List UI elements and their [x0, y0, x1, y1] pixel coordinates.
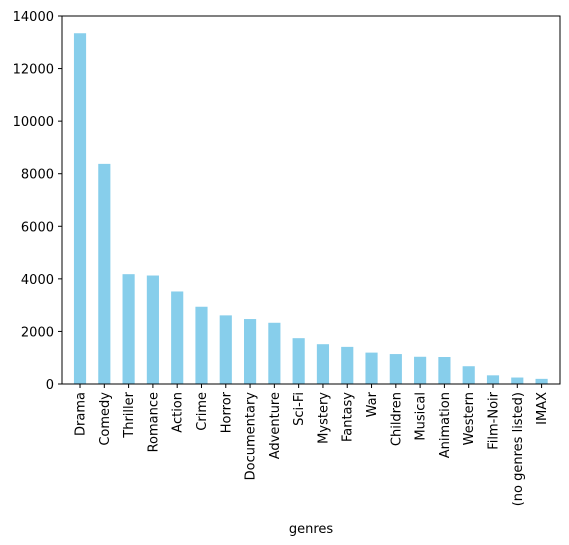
x-tick-label: Animation: [438, 392, 453, 458]
x-tick-label: Thriller: [122, 391, 137, 438]
bar-adventure: [268, 322, 281, 384]
y-tick-label: 8000: [21, 168, 54, 183]
y-tick-label: 12000: [13, 63, 54, 78]
bar-imax: [535, 378, 548, 384]
bar-thriller: [122, 274, 135, 384]
x-tick-label: Crime: [195, 392, 210, 431]
x-tick-label: Documentary: [244, 392, 259, 481]
x-tick-label: Adventure: [268, 392, 283, 459]
x-tick-label: Mystery: [316, 392, 331, 444]
bar-fantasy: [341, 346, 354, 384]
x-tick-label: War: [365, 391, 380, 417]
x-tick-label: Romance: [146, 392, 161, 452]
y-tick-label: 0: [46, 378, 54, 393]
x-tick-label: Action: [171, 392, 186, 433]
y-tick-label: 10000: [13, 115, 54, 130]
bars-group: [73, 33, 548, 385]
bar-sci-fi: [292, 338, 305, 384]
bar-no-genres-listed: [511, 377, 524, 384]
bar-romance: [146, 275, 159, 384]
bar-documentary: [244, 319, 257, 384]
bar-war: [365, 352, 378, 384]
x-tick-label: Musical: [414, 392, 429, 441]
x-tick-label: Comedy: [98, 392, 113, 446]
x-tick-label: Drama: [74, 392, 89, 436]
x-tick-label: IMAX: [535, 392, 550, 425]
y-tick-label: 14000: [13, 10, 54, 25]
bar-film-noir: [486, 375, 500, 384]
bar-action: [171, 291, 184, 384]
y-tick-label: 6000: [21, 220, 54, 235]
x-tick-label: Horror: [219, 391, 234, 433]
bar-drama: [73, 33, 87, 385]
bar-western: [462, 366, 475, 384]
bar-horror: [219, 315, 232, 384]
x-axis-label: genres: [289, 522, 334, 537]
y-tick-label: 2000: [21, 325, 54, 340]
y-axis: 0 2000 4000 6000 8000 10000 12000 14000: [13, 10, 62, 393]
x-tick-label: Western: [462, 392, 477, 445]
x-tick-label: Sci-Fi: [292, 392, 307, 426]
plot-frame: [61, 15, 561, 385]
bar-musical: [414, 356, 427, 384]
bar-crime: [195, 306, 208, 384]
bar-comedy: [98, 163, 111, 384]
x-tick-label: Children: [389, 392, 404, 446]
x-axis: Drama Comedy Thriller Romance Action Crime Hor…: [74, 384, 550, 506]
x-tick-label: Film-Noir: [486, 391, 501, 449]
bar-animation: [438, 357, 451, 384]
y-tick-label: 4000: [21, 273, 54, 288]
x-tick-label: Fantasy: [341, 392, 356, 442]
bar-mystery: [316, 344, 330, 384]
x-tick-label: (no genres listed): [511, 392, 526, 506]
bar-children: [389, 354, 402, 384]
